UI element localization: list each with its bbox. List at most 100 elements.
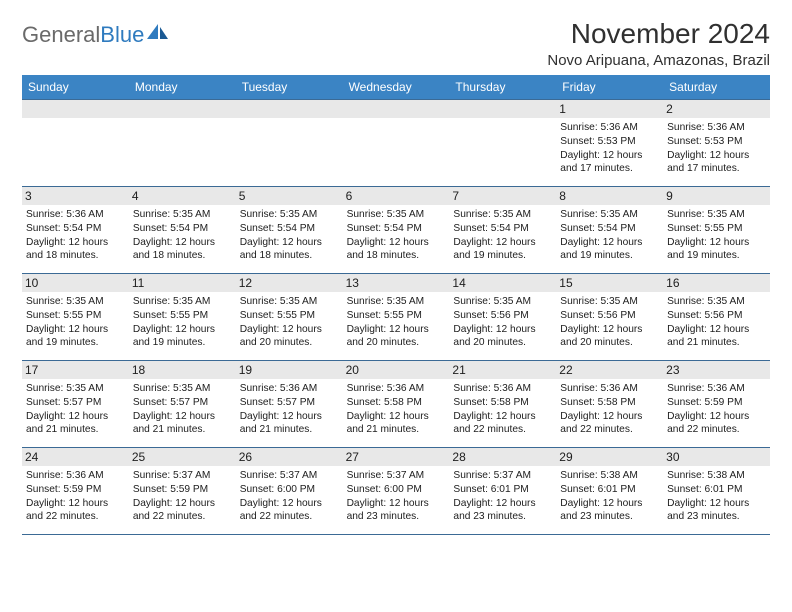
daylight-line: Daylight: 12 hours and 23 minutes. (347, 497, 446, 525)
day-number: 24 (22, 448, 129, 466)
sunset-line: Sunset: 5:56 PM (453, 309, 552, 323)
day-cell: 22Sunrise: 5:36 AMSunset: 5:58 PMDayligh… (556, 361, 663, 447)
sunset-line: Sunset: 5:53 PM (667, 135, 766, 149)
sunset-line: Sunset: 5:57 PM (240, 396, 339, 410)
sunrise-line: Sunrise: 5:38 AM (667, 469, 766, 483)
calendar-grid: SundayMondayTuesdayWednesdayThursdayFrid… (22, 75, 770, 535)
sunrise-line: Sunrise: 5:36 AM (453, 382, 552, 396)
sunset-line: Sunset: 5:55 PM (26, 309, 125, 323)
sunrise-line: Sunrise: 5:36 AM (667, 382, 766, 396)
sunset-line: Sunset: 5:53 PM (560, 135, 659, 149)
logo: GeneralBlue (22, 22, 169, 48)
day-cell: 16Sunrise: 5:35 AMSunset: 5:56 PMDayligh… (663, 274, 770, 360)
daylight-line: Daylight: 12 hours and 19 minutes. (453, 236, 552, 264)
sunrise-line: Sunrise: 5:35 AM (453, 208, 552, 222)
day-cell: 25Sunrise: 5:37 AMSunset: 5:59 PMDayligh… (129, 448, 236, 534)
day-number: 21 (449, 361, 556, 379)
daylight-line: Daylight: 12 hours and 22 minutes. (26, 497, 125, 525)
day-cell: 20Sunrise: 5:36 AMSunset: 5:58 PMDayligh… (343, 361, 450, 447)
daylight-line: Daylight: 12 hours and 22 minutes. (240, 497, 339, 525)
sunrise-line: Sunrise: 5:35 AM (560, 295, 659, 309)
day-cell: 18Sunrise: 5:35 AMSunset: 5:57 PMDayligh… (129, 361, 236, 447)
sunset-line: Sunset: 5:56 PM (560, 309, 659, 323)
day-cell: 13Sunrise: 5:35 AMSunset: 5:55 PMDayligh… (343, 274, 450, 360)
daylight-line: Daylight: 12 hours and 21 minutes. (240, 410, 339, 438)
sunrise-line: Sunrise: 5:35 AM (133, 208, 232, 222)
daylight-line: Daylight: 12 hours and 22 minutes. (133, 497, 232, 525)
day-number: 10 (22, 274, 129, 292)
sunset-line: Sunset: 5:54 PM (26, 222, 125, 236)
day-cell (343, 100, 450, 186)
daylight-line: Daylight: 12 hours and 19 minutes. (26, 323, 125, 351)
weeks-container: 1Sunrise: 5:36 AMSunset: 5:53 PMDaylight… (22, 99, 770, 535)
day-cell: 30Sunrise: 5:38 AMSunset: 6:01 PMDayligh… (663, 448, 770, 534)
daylight-line: Daylight: 12 hours and 21 minutes. (347, 410, 446, 438)
daylight-line: Daylight: 12 hours and 23 minutes. (667, 497, 766, 525)
day-number: 16 (663, 274, 770, 292)
daylight-line: Daylight: 12 hours and 17 minutes. (560, 149, 659, 177)
day-number: 3 (22, 187, 129, 205)
sunrise-line: Sunrise: 5:35 AM (667, 295, 766, 309)
day-cell: 12Sunrise: 5:35 AMSunset: 5:55 PMDayligh… (236, 274, 343, 360)
sunset-line: Sunset: 5:55 PM (347, 309, 446, 323)
day-number: 8 (556, 187, 663, 205)
day-cell: 17Sunrise: 5:35 AMSunset: 5:57 PMDayligh… (22, 361, 129, 447)
week-row: 10Sunrise: 5:35 AMSunset: 5:55 PMDayligh… (22, 273, 770, 360)
day-cell: 4Sunrise: 5:35 AMSunset: 5:54 PMDaylight… (129, 187, 236, 273)
day-cell: 5Sunrise: 5:35 AMSunset: 5:54 PMDaylight… (236, 187, 343, 273)
sunrise-line: Sunrise: 5:35 AM (26, 382, 125, 396)
day-cell: 8Sunrise: 5:35 AMSunset: 5:54 PMDaylight… (556, 187, 663, 273)
daylight-line: Daylight: 12 hours and 18 minutes. (240, 236, 339, 264)
day-number: 23 (663, 361, 770, 379)
day-cell: 28Sunrise: 5:37 AMSunset: 6:01 PMDayligh… (449, 448, 556, 534)
sunset-line: Sunset: 5:54 PM (240, 222, 339, 236)
weekday-cell: Sunday (22, 75, 129, 99)
sunrise-line: Sunrise: 5:37 AM (347, 469, 446, 483)
day-cell: 21Sunrise: 5:36 AMSunset: 5:58 PMDayligh… (449, 361, 556, 447)
day-cell (129, 100, 236, 186)
day-number: 25 (129, 448, 236, 466)
sunset-line: Sunset: 5:55 PM (667, 222, 766, 236)
weekday-header-row: SundayMondayTuesdayWednesdayThursdayFrid… (22, 75, 770, 99)
day-cell: 26Sunrise: 5:37 AMSunset: 6:00 PMDayligh… (236, 448, 343, 534)
week-row: 24Sunrise: 5:36 AMSunset: 5:59 PMDayligh… (22, 447, 770, 535)
day-cell: 27Sunrise: 5:37 AMSunset: 6:00 PMDayligh… (343, 448, 450, 534)
weekday-cell: Saturday (663, 75, 770, 99)
week-row: 17Sunrise: 5:35 AMSunset: 5:57 PMDayligh… (22, 360, 770, 447)
sunset-line: Sunset: 6:00 PM (240, 483, 339, 497)
day-cell (449, 100, 556, 186)
sunrise-line: Sunrise: 5:37 AM (133, 469, 232, 483)
daylight-line: Daylight: 12 hours and 21 minutes. (133, 410, 232, 438)
sunset-line: Sunset: 5:54 PM (453, 222, 552, 236)
day-cell: 24Sunrise: 5:36 AMSunset: 5:59 PMDayligh… (22, 448, 129, 534)
day-cell: 10Sunrise: 5:35 AMSunset: 5:55 PMDayligh… (22, 274, 129, 360)
weekday-cell: Friday (556, 75, 663, 99)
day-number: 20 (343, 361, 450, 379)
day-number: 2 (663, 100, 770, 118)
daylight-line: Daylight: 12 hours and 20 minutes. (240, 323, 339, 351)
daylight-line: Daylight: 12 hours and 20 minutes. (453, 323, 552, 351)
day-cell (22, 100, 129, 186)
day-cell: 1Sunrise: 5:36 AMSunset: 5:53 PMDaylight… (556, 100, 663, 186)
sunset-line: Sunset: 6:01 PM (667, 483, 766, 497)
sunrise-line: Sunrise: 5:36 AM (240, 382, 339, 396)
sunset-line: Sunset: 5:58 PM (560, 396, 659, 410)
sunset-line: Sunset: 5:55 PM (240, 309, 339, 323)
day-cell: 14Sunrise: 5:35 AMSunset: 5:56 PMDayligh… (449, 274, 556, 360)
sunset-line: Sunset: 5:54 PM (560, 222, 659, 236)
sunset-line: Sunset: 6:01 PM (453, 483, 552, 497)
daylight-line: Daylight: 12 hours and 23 minutes. (560, 497, 659, 525)
day-number: 28 (449, 448, 556, 466)
sunset-line: Sunset: 6:00 PM (347, 483, 446, 497)
week-row: 1Sunrise: 5:36 AMSunset: 5:53 PMDaylight… (22, 99, 770, 186)
empty-day-header (449, 100, 556, 118)
title-block: November 2024 Novo Aripuana, Amazonas, B… (547, 18, 770, 69)
sunrise-line: Sunrise: 5:35 AM (240, 295, 339, 309)
daylight-line: Daylight: 12 hours and 20 minutes. (347, 323, 446, 351)
empty-day-header (343, 100, 450, 118)
sunset-line: Sunset: 5:54 PM (347, 222, 446, 236)
day-cell: 19Sunrise: 5:36 AMSunset: 5:57 PMDayligh… (236, 361, 343, 447)
sunset-line: Sunset: 5:56 PM (667, 309, 766, 323)
daylight-line: Daylight: 12 hours and 19 minutes. (560, 236, 659, 264)
day-number: 4 (129, 187, 236, 205)
